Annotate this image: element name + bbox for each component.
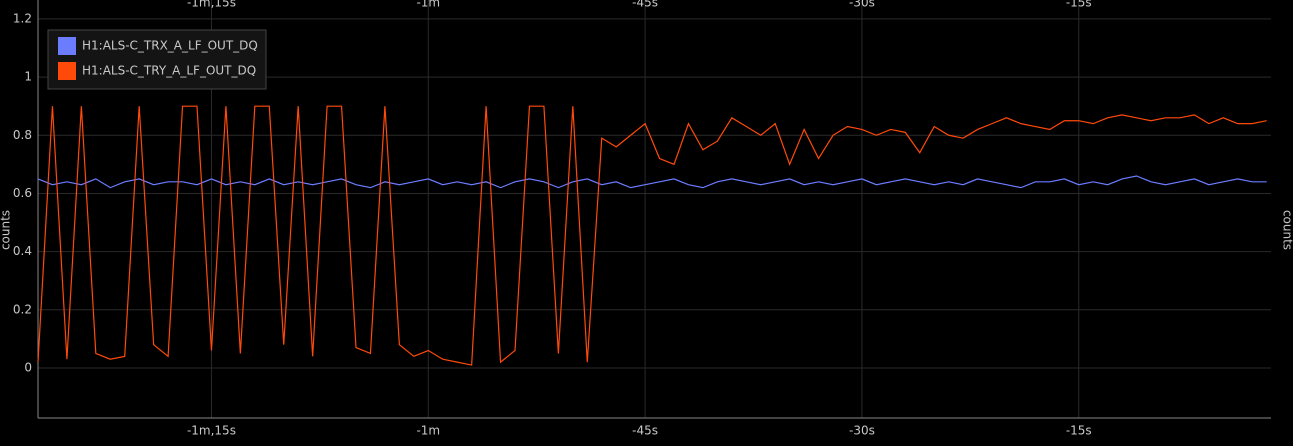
- x-tick-label: -1m: [416, 424, 440, 438]
- x-tick-label-top: -1m,15s: [187, 0, 236, 10]
- x-tick-label-top: -30s: [849, 0, 875, 10]
- y-tick-label: 0.6: [13, 186, 32, 200]
- y-tick-label: 1: [24, 70, 32, 84]
- legend-box: [47, 29, 267, 90]
- x-tick-label-top: -45s: [632, 0, 658, 10]
- y-tick-label: 0.4: [13, 244, 32, 258]
- y-tick-label: 1.2: [13, 11, 32, 25]
- series-line: [37, 175, 1267, 189]
- y-axis-label: counts: [0, 210, 13, 250]
- x-tick-label: -1m,15s: [187, 424, 236, 438]
- x-tick-label-top: -15s: [1066, 0, 1092, 10]
- legend-swatch: [58, 62, 76, 80]
- legend-label: H1:ALS-C_TRY_A_LF_OUT_DQ: [82, 64, 256, 78]
- series-line: [37, 105, 1267, 366]
- y-tick-label: 0.2: [13, 302, 32, 316]
- legend-label: H1:ALS-C_TRX_A_LF_OUT_DQ: [82, 39, 258, 53]
- x-tick-label: -15s: [1066, 424, 1092, 438]
- legend-swatch: [58, 37, 76, 55]
- x-tick-label: -45s: [632, 424, 658, 438]
- y-tick-label: 0: [24, 360, 32, 374]
- y2-axis-label: counts: [1281, 210, 1293, 250]
- x-tick-label-top: -1m: [416, 0, 440, 10]
- x-tick-label: -30s: [849, 424, 875, 438]
- y-tick-label: 0.8: [13, 128, 32, 142]
